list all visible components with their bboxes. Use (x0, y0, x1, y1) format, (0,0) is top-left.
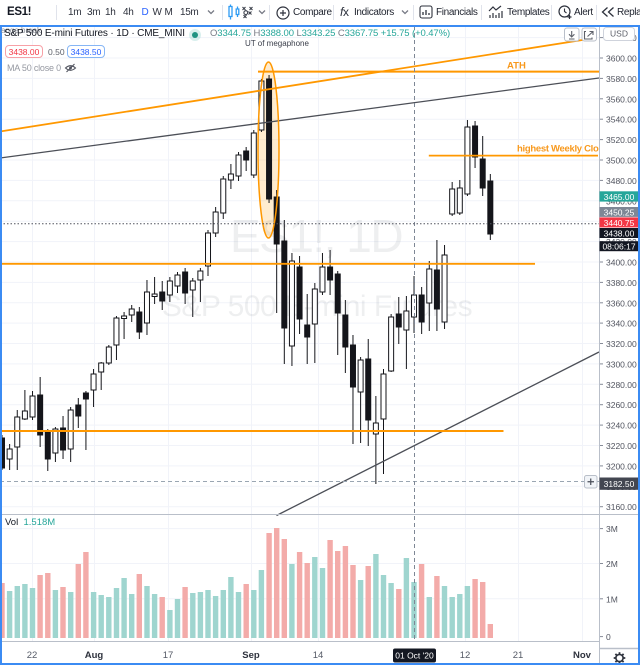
svg-text:08:06:17: 08:06:17 (602, 242, 635, 252)
svg-text:3600.00: 3600.00 (606, 54, 637, 64)
svg-text:USD: USD (610, 29, 628, 39)
svg-text:3500.00: 3500.00 (606, 156, 637, 166)
svg-text:3220.00: 3220.00 (606, 441, 637, 451)
svg-text:UT of megaphone: UT of megaphone (245, 39, 309, 48)
svg-text:3580.00: 3580.00 (606, 74, 637, 84)
svg-text:3280.00: 3280.00 (606, 380, 637, 390)
svg-text:12: 12 (460, 650, 471, 661)
svg-text:highest Weekly Clo: highest Weekly Clo (517, 144, 599, 155)
svg-text:3260.00: 3260.00 (606, 400, 637, 410)
svg-text:3360.00: 3360.00 (606, 298, 637, 308)
svg-text:3400.00: 3400.00 (606, 258, 637, 268)
svg-text:3320.00: 3320.00 (606, 339, 637, 349)
svg-text:ATH: ATH (507, 61, 526, 72)
svg-text:3438.00: 3438.00 (604, 229, 635, 239)
svg-text:17: 17 (163, 650, 174, 661)
svg-text:Nov: Nov (573, 650, 592, 661)
svg-text:3182.50: 3182.50 (604, 479, 635, 489)
svg-text:3520.00: 3520.00 (606, 135, 637, 145)
svg-text:21: 21 (513, 650, 524, 661)
svg-text:0: 0 (606, 632, 611, 642)
svg-text:3M: 3M (606, 524, 618, 534)
svg-text:3240.00: 3240.00 (606, 421, 637, 431)
svg-text:3440.75: 3440.75 (604, 218, 635, 228)
svg-text:3450.25: 3450.25 (604, 207, 635, 217)
svg-text:1M: 1M (606, 594, 618, 604)
svg-text:3380.00: 3380.00 (606, 278, 637, 288)
svg-text:3540.00: 3540.00 (606, 115, 637, 125)
svg-text:3200.00: 3200.00 (606, 461, 637, 471)
svg-text:3480.00: 3480.00 (606, 176, 637, 186)
svg-text:3340.00: 3340.00 (606, 319, 637, 329)
svg-text:3300.00: 3300.00 (606, 359, 637, 369)
svg-text:22: 22 (27, 650, 38, 661)
svg-text:01 Oct '20: 01 Oct '20 (395, 651, 434, 661)
svg-text:Aug: Aug (85, 650, 104, 661)
svg-text:Sep: Sep (242, 650, 260, 661)
svg-text:ES1!, 1D: ES1!, 1D (230, 210, 402, 262)
svg-text:14: 14 (313, 650, 324, 661)
svg-text:3560.00: 3560.00 (606, 94, 637, 104)
svg-text:3465.00: 3465.00 (604, 192, 635, 202)
svg-text:2M: 2M (606, 559, 618, 569)
svg-text:3160.00: 3160.00 (606, 502, 637, 512)
